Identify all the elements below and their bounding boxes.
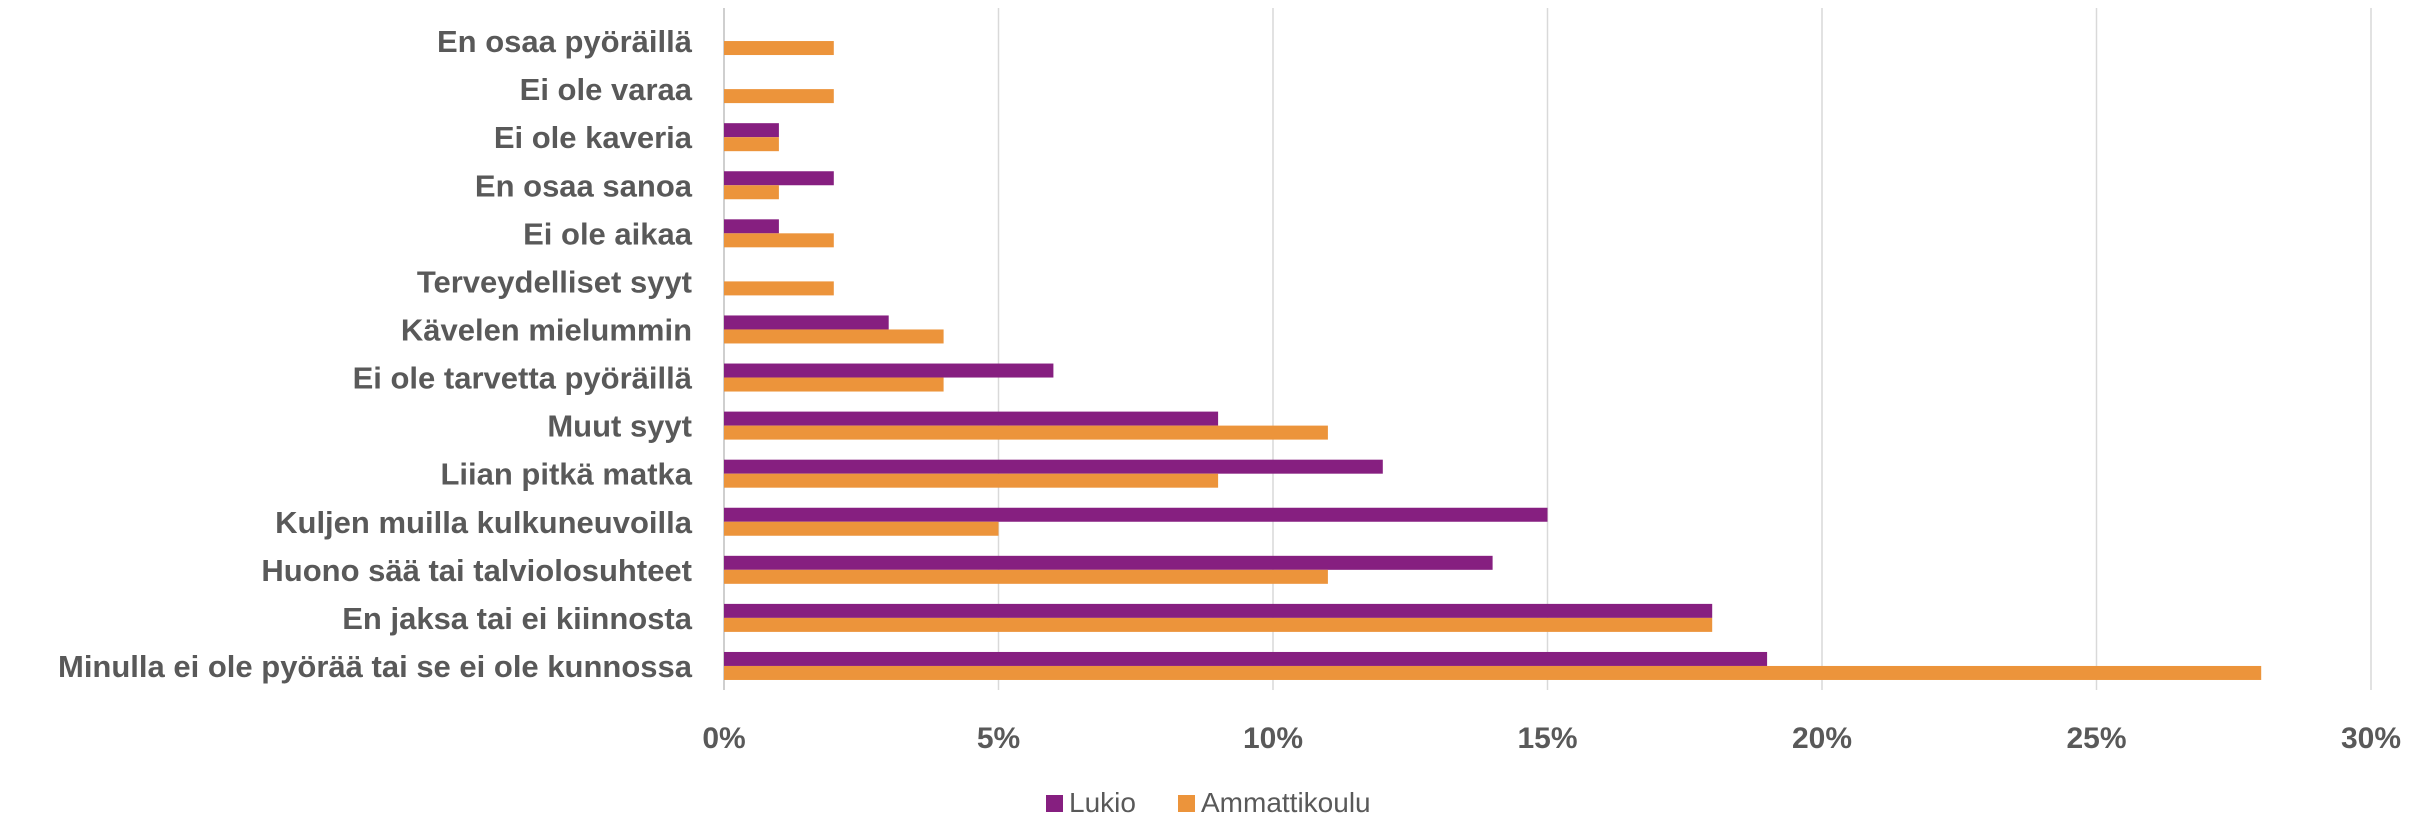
bar-lukio [724, 123, 779, 138]
x-tick-label: 30% [2341, 722, 2401, 755]
bar-lukio [724, 459, 1383, 474]
bar-ammattikoulu [724, 617, 1713, 632]
bar-lukio [724, 363, 1054, 378]
category-label: En osaa sanoa [475, 168, 693, 203]
bar-ammattikoulu [724, 137, 779, 152]
bar-ammattikoulu [724, 665, 2262, 680]
category-labels: En osaa pyöräillä Ei ole varaa Ei ole kave… [58, 24, 693, 684]
bar-ammattikoulu [724, 521, 999, 536]
bar-ammattikoulu [724, 473, 1219, 488]
x-tick-label: 0% [702, 722, 745, 755]
bar-ammattikoulu [724, 185, 779, 200]
category-label: Huono sää tai talviolosuhteet [261, 553, 692, 588]
bar-lukio [724, 315, 889, 330]
category-label: Minulla ei ole pyörää tai se ei ole kunn… [58, 649, 693, 684]
category-label: Muut syyt [547, 409, 692, 444]
category-label: Liian pitkä matka [440, 457, 692, 492]
x-tick-label: 25% [2066, 722, 2126, 755]
legend-swatch-ammattikoulu [1178, 795, 1195, 812]
bar-lukio [724, 219, 779, 234]
category-label: Ei ole kaveria [494, 120, 693, 155]
legend: Lukio Ammattikoulu [1046, 787, 1371, 816]
bar-ammattikoulu [724, 233, 834, 248]
gridlines [723, 8, 2372, 690]
category-label: En jaksa tai ei kiinnosta [342, 601, 693, 636]
bar-ammattikoulu [724, 569, 1328, 584]
category-label: En osaa pyöräillä [437, 24, 693, 59]
bar-ammattikoulu [724, 425, 1328, 440]
category-label: Ei ole varaa [520, 72, 693, 107]
bar-ammattikoulu [724, 41, 834, 56]
category-label: Terveydelliset syyt [417, 264, 692, 299]
bar-ammattikoulu [724, 89, 834, 104]
x-tick-label: 15% [1517, 722, 1577, 755]
bar-lukio [724, 171, 834, 186]
category-label: Kuljen muilla kulkuneuvoilla [275, 505, 693, 540]
category-label: Ei ole aikaa [523, 216, 693, 251]
bar-lukio [724, 507, 1548, 522]
bar-lukio [724, 555, 1493, 570]
bar-ammattikoulu [724, 377, 944, 392]
category-label: Kävelen mielummin [401, 312, 692, 347]
legend-label-lukio: Lukio [1069, 787, 1136, 816]
legend-swatch-lukio [1046, 795, 1063, 812]
bar-ammattikoulu [724, 329, 944, 344]
bar-lukio [724, 411, 1219, 426]
x-tick-label: 20% [1792, 722, 1852, 755]
bars [724, 41, 2262, 680]
bar-lukio [724, 603, 1713, 618]
bar-ammattikoulu [724, 281, 834, 296]
legend-label-ammattikoulu: Ammattikoulu [1201, 787, 1371, 816]
x-tick-label: 10% [1243, 722, 1303, 755]
category-label: Ei ole tarvetta pyöräillä [353, 361, 693, 396]
bar-lukio [724, 651, 1768, 666]
x-tick-labels: 0% 5% 10% 15% 20% 25% 30% [702, 722, 2401, 755]
x-tick-label: 5% [977, 722, 1020, 755]
